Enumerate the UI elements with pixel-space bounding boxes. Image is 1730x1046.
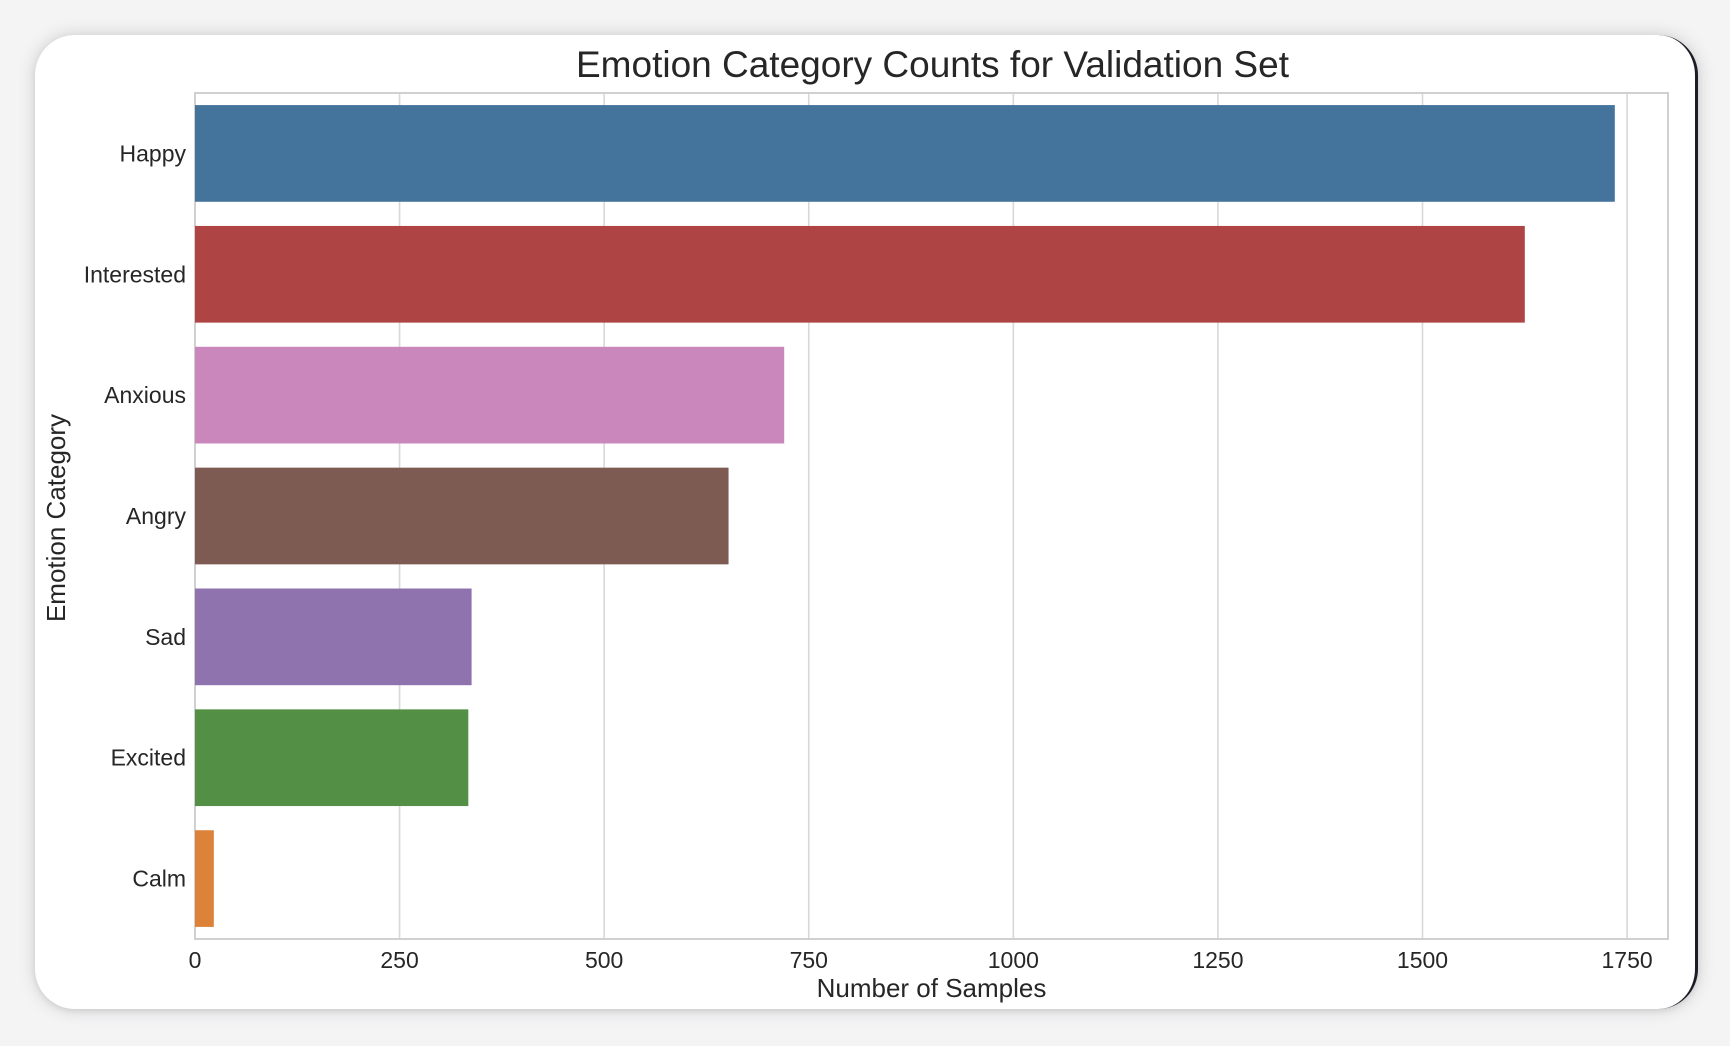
y-tick-label: Interested	[84, 261, 186, 287]
x-axis-label: Number of Samples	[817, 973, 1047, 1003]
y-tick-label: Sad	[145, 624, 186, 650]
y-tick-label: Calm	[132, 866, 186, 892]
bar-angry	[195, 467, 729, 565]
y-tick-labels: Happy Interested Anxious Angry Sad Excited Cal…	[84, 140, 187, 891]
chart-card: Happy Interested Anxious Angry Sad Excited Cal…	[35, 35, 1698, 1009]
y-tick-label: Anxious	[104, 382, 186, 408]
x-tick-label: 1250	[1192, 947, 1243, 973]
x-tick-label: 0	[189, 947, 202, 973]
bar-anxious	[195, 346, 785, 444]
y-tick-label: Happy	[120, 140, 187, 166]
x-tick-label: 1000	[988, 947, 1039, 973]
x-tick-label: 1500	[1397, 947, 1448, 973]
bar-happy	[195, 105, 1615, 202]
x-tick-label: 500	[585, 947, 623, 973]
y-tick-label: Excited	[111, 745, 186, 771]
y-tick-label: Angry	[126, 503, 187, 529]
bar-excited	[195, 709, 469, 807]
y-axis-label: Emotion Category	[41, 414, 71, 622]
x-tick-label: 1750	[1601, 947, 1652, 973]
chart-title: Emotion Category Counts for Validation S…	[576, 44, 1290, 85]
bar-sad	[195, 588, 472, 686]
x-tick-label: 250	[380, 947, 418, 973]
x-tick-labels: 0 250 500 750 1000 1250 1500 1750	[189, 947, 1653, 973]
x-tick-label: 750	[790, 947, 828, 973]
bar-interested	[195, 225, 1525, 323]
bar-calm	[195, 830, 214, 927]
bars	[195, 105, 1615, 927]
bar-chart: Happy Interested Anxious Angry Sad Excited Cal…	[41, 44, 1669, 1003]
